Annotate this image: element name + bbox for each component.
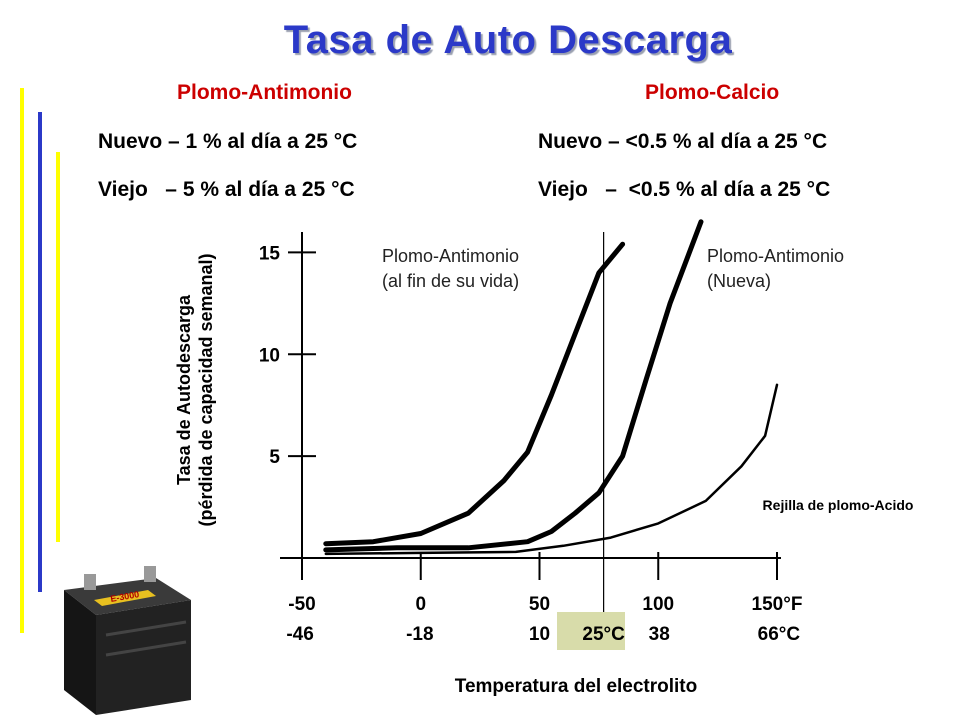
x-ticks: -50 0 50 100 150°F -46 -18 10 25°C 38 66°C — [286, 552, 802, 645]
highlight-box-25c — [557, 612, 625, 650]
battery-image: E-3000 — [64, 566, 191, 715]
accent-bar-blue — [38, 112, 42, 592]
y-ticks: 15 10 5 — [259, 243, 316, 468]
x-tick-label-c: 10 — [529, 624, 550, 645]
y-tick-label: 15 — [259, 243, 281, 264]
annotation-right: Rejilla de plomo-Acido — [763, 497, 914, 513]
series-line — [323, 241, 626, 547]
x-tick-label-c: 25°C — [582, 624, 625, 645]
x-tick-label-f: 50 — [529, 594, 550, 615]
accent-bar-yellow-left — [20, 88, 24, 633]
series-line — [323, 219, 704, 553]
battery-label: E-3000 — [110, 589, 140, 604]
slide-title: Tasa de Auto Descarga — [283, 18, 733, 62]
left-line-new: Nuevo – 1 % al día a 25 °C — [98, 130, 358, 153]
x-tick-label-f: 0 — [415, 594, 426, 615]
series-label: (Nueva) — [707, 271, 771, 291]
y-tick-label: 5 — [269, 447, 280, 468]
x-tick-label-f: 100 — [642, 594, 674, 615]
y-axis-label-line1: Tasa de Autodescarga — [174, 294, 194, 485]
y-tick-label: 10 — [259, 345, 280, 366]
series-labels: Plomo-Antimonio (al fin de su vida) Plomo-… — [382, 246, 844, 291]
right-column-header: Plomo-Calcio — [645, 81, 780, 104]
x-tick-label-f: -50 — [288, 594, 315, 615]
series-line — [324, 383, 779, 556]
x-tick-label-c: -18 — [406, 624, 433, 645]
series-label: Plomo-Antimonio — [707, 246, 844, 266]
right-line-new: Nuevo – <0.5 % al día a 25 °C — [538, 130, 828, 153]
series-group — [323, 219, 779, 556]
x-tick-label-c: 66°C — [758, 624, 801, 645]
series-label: (al fin de su vida) — [382, 271, 519, 291]
x-tick-label-c: -46 — [286, 624, 313, 645]
series-label: Plomo-Antimonio — [382, 246, 519, 266]
accent-bar-yellow-right — [56, 152, 60, 542]
right-line-old: Viejo – <0.5 % al día a 25 °C — [538, 178, 831, 201]
left-line-old: Viejo – 5 % al día a 25 °C — [98, 178, 355, 201]
left-column-header: Plomo-Antimonio — [177, 81, 352, 104]
x-axis-label: Temperatura del electrolito — [455, 676, 698, 697]
x-tick-label-c: 38 — [649, 624, 670, 645]
y-axis-label-line2: (pérdida de capacidad semanal) — [196, 253, 216, 526]
x-tick-label-f: 150°F — [752, 594, 803, 615]
